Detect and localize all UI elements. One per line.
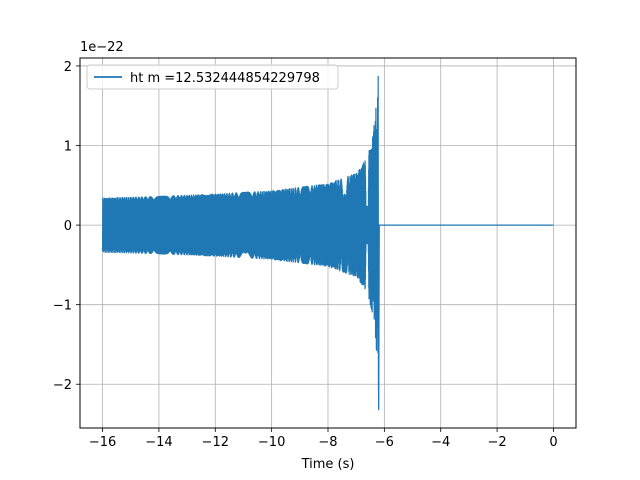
legend-label: ht m =12.532444854229798 (130, 71, 320, 86)
y-axis-offset-label: 1e−22 (80, 40, 124, 55)
x-tick-label: −8 (318, 435, 337, 450)
legend: ht m =12.532444854229798 (86, 64, 339, 90)
y-ticks: −2 −1 0 1 2 (53, 60, 80, 393)
series-layer (101, 75, 554, 411)
x-tick-label: −12 (202, 435, 229, 450)
x-tick-label: 0 (549, 435, 557, 450)
x-tick-label: −4 (431, 435, 450, 450)
series-line-ht (101, 75, 554, 411)
y-tick-label: −1 (53, 299, 72, 314)
x-tick-label: −14 (145, 435, 172, 450)
x-axis-label: Time (s) (301, 457, 355, 472)
y-tick-label: 2 (64, 60, 72, 75)
x-tick-label: −2 (488, 435, 507, 450)
x-ticks: −16 −14 −12 −10 −8 −6 −4 −2 0 (89, 428, 558, 450)
y-tick-label: 1 (64, 140, 72, 155)
x-tick-label: −6 (375, 435, 394, 450)
x-tick-label: −10 (258, 435, 285, 450)
y-tick-label: −2 (53, 378, 72, 393)
legend-box (86, 64, 339, 90)
y-tick-label: 0 (64, 219, 72, 234)
x-tick-label: −16 (89, 435, 116, 450)
